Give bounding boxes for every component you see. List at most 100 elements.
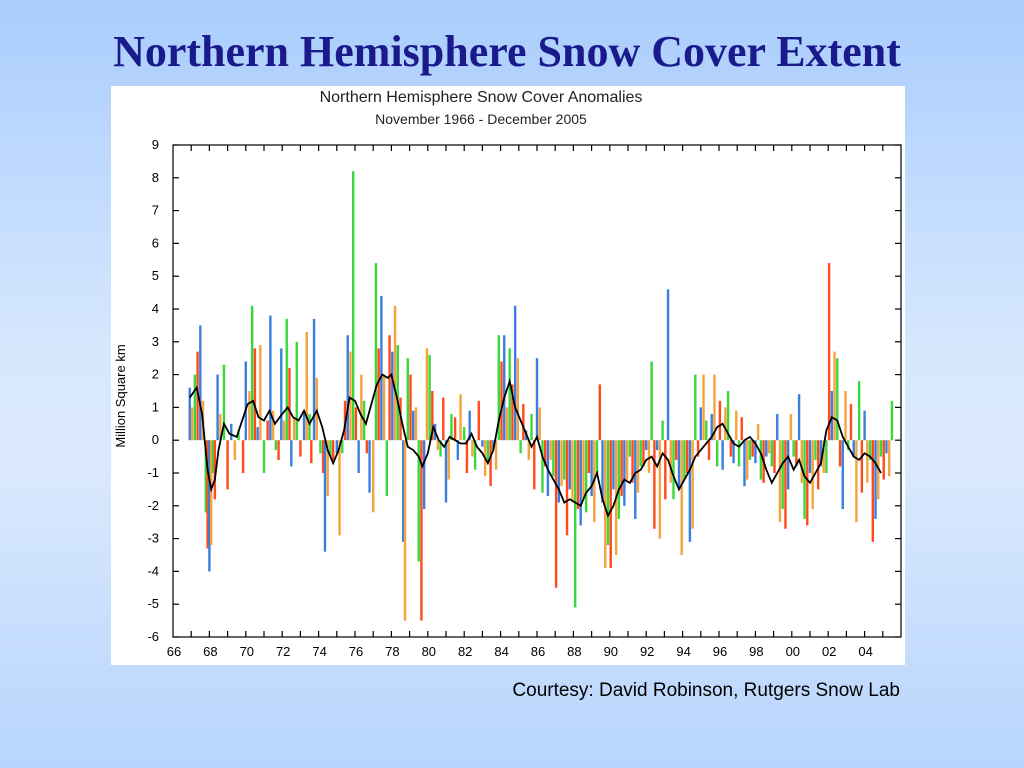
anomaly-bar xyxy=(705,420,708,441)
anomaly-bar xyxy=(271,410,275,441)
anomaly-bar xyxy=(655,440,659,451)
anomaly-bar xyxy=(795,440,798,467)
anomaly-bar xyxy=(800,440,804,483)
anomaly-bar xyxy=(259,345,262,441)
anomaly-bar xyxy=(827,263,831,441)
y-tick-label: -5 xyxy=(147,596,159,611)
anomaly-bar xyxy=(505,407,509,441)
x-tick-label: 00 xyxy=(786,644,800,659)
anomaly-bar xyxy=(219,413,222,441)
anomaly-bar xyxy=(560,440,563,487)
anomaly-bar xyxy=(414,407,418,441)
x-tick-label: 72 xyxy=(276,644,290,659)
anomaly-bar xyxy=(477,400,480,441)
anomaly-bar xyxy=(874,440,877,519)
anomaly-bar xyxy=(890,400,894,441)
anomaly-bar xyxy=(557,440,561,503)
smoothed-line-layer xyxy=(189,372,882,518)
anomaly-bar xyxy=(606,440,610,546)
anomaly-bar xyxy=(773,440,776,473)
anomaly-bar xyxy=(868,440,872,460)
anomaly-bar xyxy=(274,440,278,451)
anomaly-bar xyxy=(781,440,784,510)
anomaly-bar xyxy=(442,397,445,441)
anomaly-bar xyxy=(844,391,847,441)
anomaly-bar xyxy=(241,440,245,473)
anomaly-bar xyxy=(535,358,539,441)
anomaly-bar xyxy=(694,374,697,441)
anomaly-bar xyxy=(696,440,700,457)
anomaly-bar xyxy=(372,440,375,513)
anomaly-bar xyxy=(292,417,296,441)
snow-cover-anomaly-chart: Northern Hemisphere Snow Cover Anomalies… xyxy=(113,89,902,659)
anomaly-bar xyxy=(803,440,806,519)
anomaly-bar xyxy=(726,391,730,441)
anomaly-bar xyxy=(887,440,891,477)
anomaly-bar xyxy=(354,407,358,441)
anomaly-bar xyxy=(216,374,219,441)
anomaly-bar xyxy=(609,440,612,569)
anomaly-bar xyxy=(500,361,503,441)
anomaly-bar xyxy=(672,440,675,500)
anomaly-bar xyxy=(598,384,601,441)
anomaly-bar xyxy=(554,440,558,588)
anomaly-bar xyxy=(770,440,773,467)
anomaly-bar xyxy=(852,440,855,457)
x-tick-label: 84 xyxy=(494,644,508,659)
anomaly-bar xyxy=(808,440,812,473)
anomaly-bar xyxy=(374,263,378,441)
anomaly-bar xyxy=(522,404,525,441)
anomaly-bar xyxy=(882,440,885,480)
x-tick-label: 94 xyxy=(676,644,690,659)
anomaly-bar xyxy=(664,440,667,500)
anomaly-bar xyxy=(729,440,733,457)
bars-layer xyxy=(188,171,894,621)
anomaly-bar xyxy=(565,440,569,536)
anomaly-bar xyxy=(349,351,352,441)
anomaly-bar xyxy=(683,440,686,480)
y-tick-label: 2 xyxy=(152,367,159,382)
anomaly-bar xyxy=(248,391,251,441)
anomaly-bar xyxy=(563,440,566,480)
anomaly-bar xyxy=(666,289,670,441)
anomaly-bar xyxy=(675,440,678,460)
anomaly-bar xyxy=(691,440,694,529)
anomaly-bar xyxy=(508,348,511,441)
anomaly-bar xyxy=(715,440,719,467)
anomaly-bar xyxy=(849,404,853,441)
anomaly-bar xyxy=(751,440,754,457)
anomaly-bar xyxy=(595,440,599,473)
anomaly-bar xyxy=(737,440,741,467)
anomaly-bar xyxy=(380,295,383,441)
smoothed-trend-line xyxy=(189,372,882,518)
anomaly-bar xyxy=(431,391,434,441)
y-tick-label: 7 xyxy=(152,203,159,218)
anomaly-bar xyxy=(468,410,471,441)
anomaly-bar xyxy=(871,440,874,542)
anomaly-bar xyxy=(617,440,621,519)
anomaly-bar xyxy=(582,440,585,500)
anomaly-bar xyxy=(759,440,763,480)
anomaly-bar xyxy=(237,430,240,441)
anomaly-bar xyxy=(439,440,442,457)
anomaly-bar xyxy=(836,358,839,441)
anomaly-bar xyxy=(412,410,415,441)
anomaly-bar xyxy=(776,413,779,441)
anomaly-bar xyxy=(226,440,229,490)
y-tick-label: -4 xyxy=(147,563,159,578)
anomaly-bar xyxy=(838,440,842,467)
anomaly-bar xyxy=(789,413,793,441)
anomaly-bar xyxy=(341,440,344,454)
anomaly-bar xyxy=(541,440,544,493)
anomaly-bar xyxy=(527,440,531,460)
anomaly-bar xyxy=(473,440,477,470)
anomaly-bar xyxy=(623,440,626,506)
anomaly-bar xyxy=(841,440,844,510)
anomaly-bar xyxy=(403,440,407,621)
anomaly-bar xyxy=(822,440,825,473)
anomaly-bar xyxy=(707,440,711,460)
anomaly-bar xyxy=(786,440,790,490)
anomaly-bar xyxy=(746,440,749,480)
anomaly-bar xyxy=(658,440,662,539)
anomaly-bar xyxy=(393,305,397,441)
